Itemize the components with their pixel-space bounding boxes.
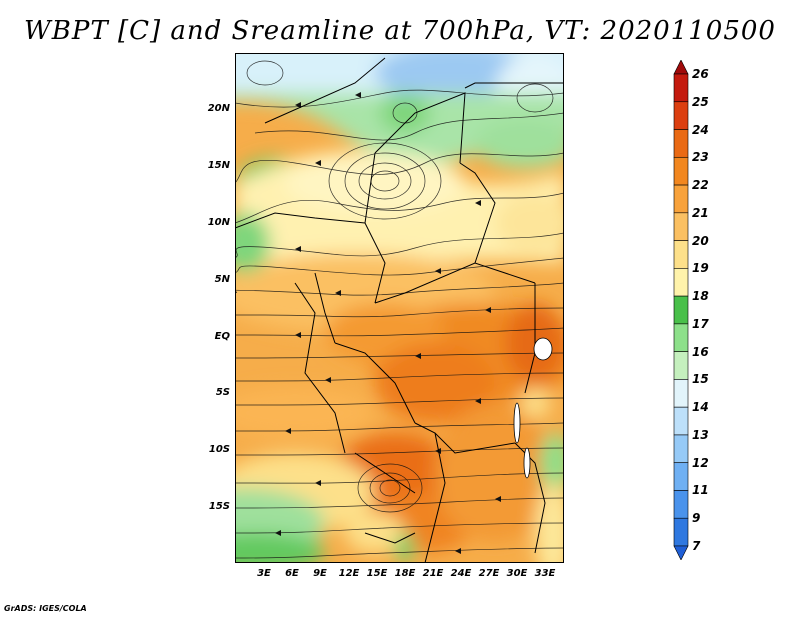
streamlines [235,60,564,559]
lon-label-9e: 9E [313,568,327,579]
chart-title: WBPT [C] and Sreamline at 700hPa, VT: 20… [24,16,776,46]
footer-credit: GrADS: IGES/COLA [4,604,87,613]
colorbar-swatch [673,240,689,269]
lat-label-5s: 5S [215,387,230,398]
lon-label-6e: 6E [285,568,299,579]
colorbar-swatch [673,434,689,464]
colorbar-label: 23 [692,150,709,165]
colorbar-swatch [673,212,689,241]
lat-label-15n: 15N [207,160,230,171]
lon-label-15e: 15E [366,568,388,579]
colorbar-label: 9 [692,511,701,526]
colorbar-swatch [673,184,689,214]
colorbar-label: 26 [692,67,709,81]
colorbar-swatch [673,351,689,380]
colorbar-label: 17 [692,316,709,331]
colorbar-label: 12 [692,455,709,470]
colorbar [673,60,689,560]
lon-label-30e: 30E [506,568,528,579]
colorbar-label: 15 [692,372,709,387]
lon-label-18e: 18E [394,568,416,579]
colorbar-label: 21 [692,205,709,220]
lon-label-21e: 21E [422,568,444,579]
colorbar-swatch [673,379,689,408]
lon-label-3e: 3E [257,568,271,579]
colorbar-max-triangle [673,60,689,75]
colorbar-min-triangle [673,545,689,560]
colorbar-swatch [673,323,689,352]
colorbar-swatch [673,406,689,436]
colorbar-swatch [673,490,689,519]
lat-label-10s: 10S [208,444,230,455]
map-frame [235,53,564,563]
lat-label-20n: 20N [207,103,230,114]
colorbar-label: 13 [692,427,709,442]
colorbar-swatch [673,268,689,297]
colorbar-label: 14 [692,400,709,415]
colorbar-label: 18 [692,289,709,304]
colorbar-label: 22 [692,178,709,193]
colorbar-label: 19 [692,261,709,276]
colorbar-swatch [673,462,689,491]
lat-label-10n: 10N [207,217,230,228]
colorbar-swatch [673,73,689,103]
streamline-arrows [275,92,501,554]
wbpt-streamline-map [235,53,564,563]
colorbar-swatch [673,129,689,158]
lon-label-27e: 27E [478,568,500,579]
colorbar-label: 24 [692,122,709,137]
colorbar-swatch [673,295,689,325]
colorbar-label: 11 [692,483,709,498]
colorbar-label: 20 [692,233,709,248]
lon-label-12e: 12E [338,568,360,579]
colorbar-swatch [673,517,689,547]
colorbar-label: 7 [692,539,701,553]
colorbar-swatch [673,156,689,186]
lat-label-eq: EQ [214,331,230,342]
lon-label-33e: 33E [534,568,556,579]
lat-label-5n: 5N [214,274,230,285]
map-panel [235,53,564,563]
lon-label-24e: 24E [450,568,472,579]
colorbar-label: 16 [692,344,709,359]
colorbar-swatch [673,101,689,130]
lat-label-15s: 15S [208,501,230,512]
colorbar-label: 25 [692,94,709,109]
lakes [513,337,553,479]
